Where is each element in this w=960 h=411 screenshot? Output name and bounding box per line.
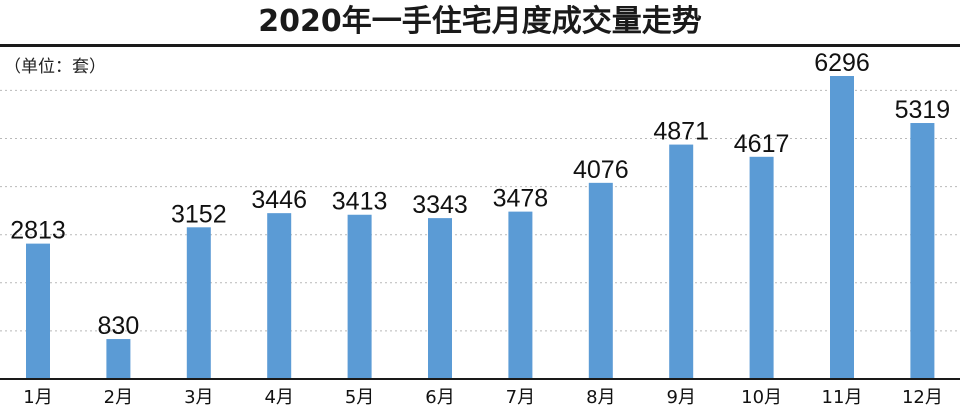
x-tick-label: 2月 <box>104 387 133 408</box>
data-label: 3446 <box>251 186 307 214</box>
bar <box>830 76 854 379</box>
unit-label: （单位：套） <box>4 57 106 77</box>
data-label: 3152 <box>171 200 227 228</box>
data-labels: 2813 830 3152 3446 3413 3343 3478 4076 4871 4617 6… <box>10 49 950 340</box>
bars <box>26 76 935 380</box>
x-tick-label: 6月 <box>425 387 454 408</box>
x-tick-label: 9月 <box>666 387 695 408</box>
data-label: 4871 <box>653 118 709 146</box>
x-tick-label: 4月 <box>264 387 293 408</box>
data-label: 830 <box>98 312 140 340</box>
bar <box>428 218 452 379</box>
x-tick-label: 5月 <box>345 387 374 408</box>
bar <box>910 123 935 380</box>
x-tick-label: 7月 <box>506 387 535 408</box>
data-label: 3413 <box>332 188 388 216</box>
x-tick-labels: 1月 2月 3月 4月 5月 6月 7月 8月 9月 10月 11月 12月 <box>23 387 943 408</box>
bar <box>749 156 774 379</box>
bar <box>267 213 292 379</box>
bar <box>508 211 533 379</box>
bar <box>26 243 50 379</box>
bar <box>106 339 131 379</box>
bar <box>186 227 211 379</box>
data-label: 3478 <box>493 185 549 213</box>
data-label: 5319 <box>895 96 951 124</box>
x-tick-label: 3月 <box>184 387 213 408</box>
x-tick-label: 12月 <box>902 387 943 408</box>
title-rule <box>0 44 960 47</box>
bar <box>588 182 613 379</box>
x-tick-label: 1月 <box>23 387 52 408</box>
x-tick-label: 10月 <box>741 387 782 408</box>
data-label: 4617 <box>734 130 790 158</box>
data-label: 3343 <box>412 191 468 219</box>
grid-lines <box>0 89 960 332</box>
data-label: 4076 <box>573 156 629 184</box>
x-tick-label: 8月 <box>586 387 615 408</box>
data-label: 6296 <box>814 49 870 77</box>
chart-title: 2020年一手住宅月度成交量走势 <box>258 4 702 39</box>
bar <box>347 214 372 379</box>
bar <box>669 144 694 379</box>
data-label: 2813 <box>10 217 66 245</box>
x-tick-label: 11月 <box>822 387 863 408</box>
